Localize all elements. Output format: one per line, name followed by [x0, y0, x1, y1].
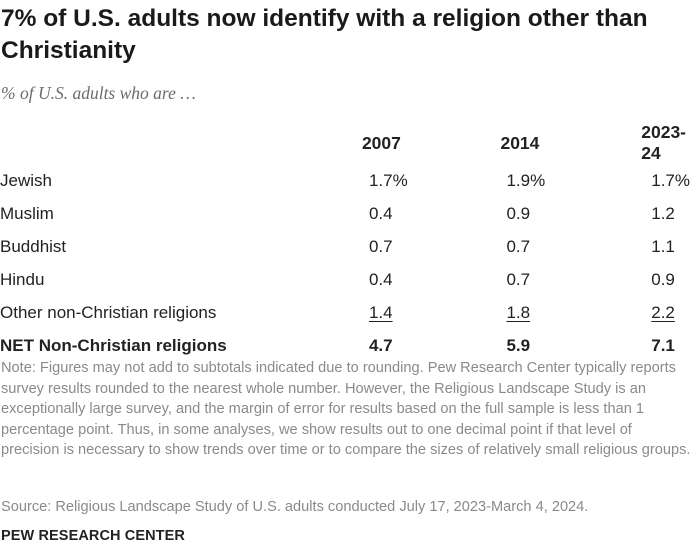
header-label-cell [0, 122, 347, 164]
cell-value: 0.9 [506, 203, 531, 223]
chart-note: Note: Figures may not add to subtotals i… [1, 360, 691, 458]
cell-value: 1.4 [347, 296, 481, 329]
cell-value: 1.2 [651, 203, 675, 223]
cell-value: 0.7 [506, 236, 531, 256]
table-row-jewish: Jewish 1.7% 1.9% 1.7% [0, 164, 690, 197]
table-row-other-non-christian: Other non-Christian religions 1.4 1.8 2.… [0, 296, 690, 329]
data-table: 2007 2014 2023-24 Jewish 1.7% 1.9% 1.7% … [0, 122, 690, 362]
cell-value: 2.2 [613, 296, 690, 329]
header-row: 2007 2014 2023-24 [0, 122, 690, 164]
underlined-value: 1.8 [506, 302, 531, 322]
row-label: Muslim [0, 203, 54, 223]
cell-value: 1.1 [651, 236, 675, 256]
table-row-muslim: Muslim 0.4 0.9 1.2 [0, 197, 690, 230]
chart-subtitle: % of U.S. adults who are … [1, 83, 196, 103]
cell-value: 0.7 [368, 236, 393, 256]
table-row-net-non-christian: NET Non-Christian religions 4.7 5.9 7.1 [0, 329, 690, 362]
underlined-value: 1.4 [368, 302, 393, 322]
chart-title: 7% of U.S. adults now identify with a re… [1, 5, 648, 64]
column-header-2023-24: 2023-24 [641, 122, 687, 163]
chart-source: Source: Religious Landscape Study of U.S… [1, 499, 589, 515]
row-label: NET Non-Christian religions [0, 335, 227, 355]
column-header-2014: 2014 [500, 132, 540, 153]
cell-value: 1.7% [368, 170, 408, 190]
cell-value: 0.4 [368, 203, 393, 223]
cell-value: 0.7 [506, 269, 531, 289]
row-label: Hindu [0, 269, 45, 289]
cell-value: 7.1 [651, 335, 675, 355]
row-label: Buddhist [0, 236, 67, 256]
cell-value: 0.4 [368, 269, 393, 289]
cell-value: 1.9% [506, 170, 546, 190]
cell-value: 1.8 [480, 296, 613, 329]
underlined-value: 2.2 [651, 302, 675, 322]
cell-value: 0.9 [651, 269, 675, 289]
column-header-2007: 2007 [361, 132, 401, 153]
row-label: Other non-Christian religions [0, 302, 217, 322]
row-label: Jewish [0, 170, 52, 190]
cell-value: 1.7% [651, 170, 690, 190]
publisher-logo-text: PEW RESEARCH CENTER [1, 528, 185, 544]
cell-value: 5.9 [506, 335, 531, 355]
table-row-buddhist: Buddhist 0.7 0.7 1.1 [0, 230, 690, 263]
cell-value: 4.7 [368, 335, 393, 355]
table-row-hindu: Hindu 0.4 0.7 0.9 [0, 263, 690, 296]
